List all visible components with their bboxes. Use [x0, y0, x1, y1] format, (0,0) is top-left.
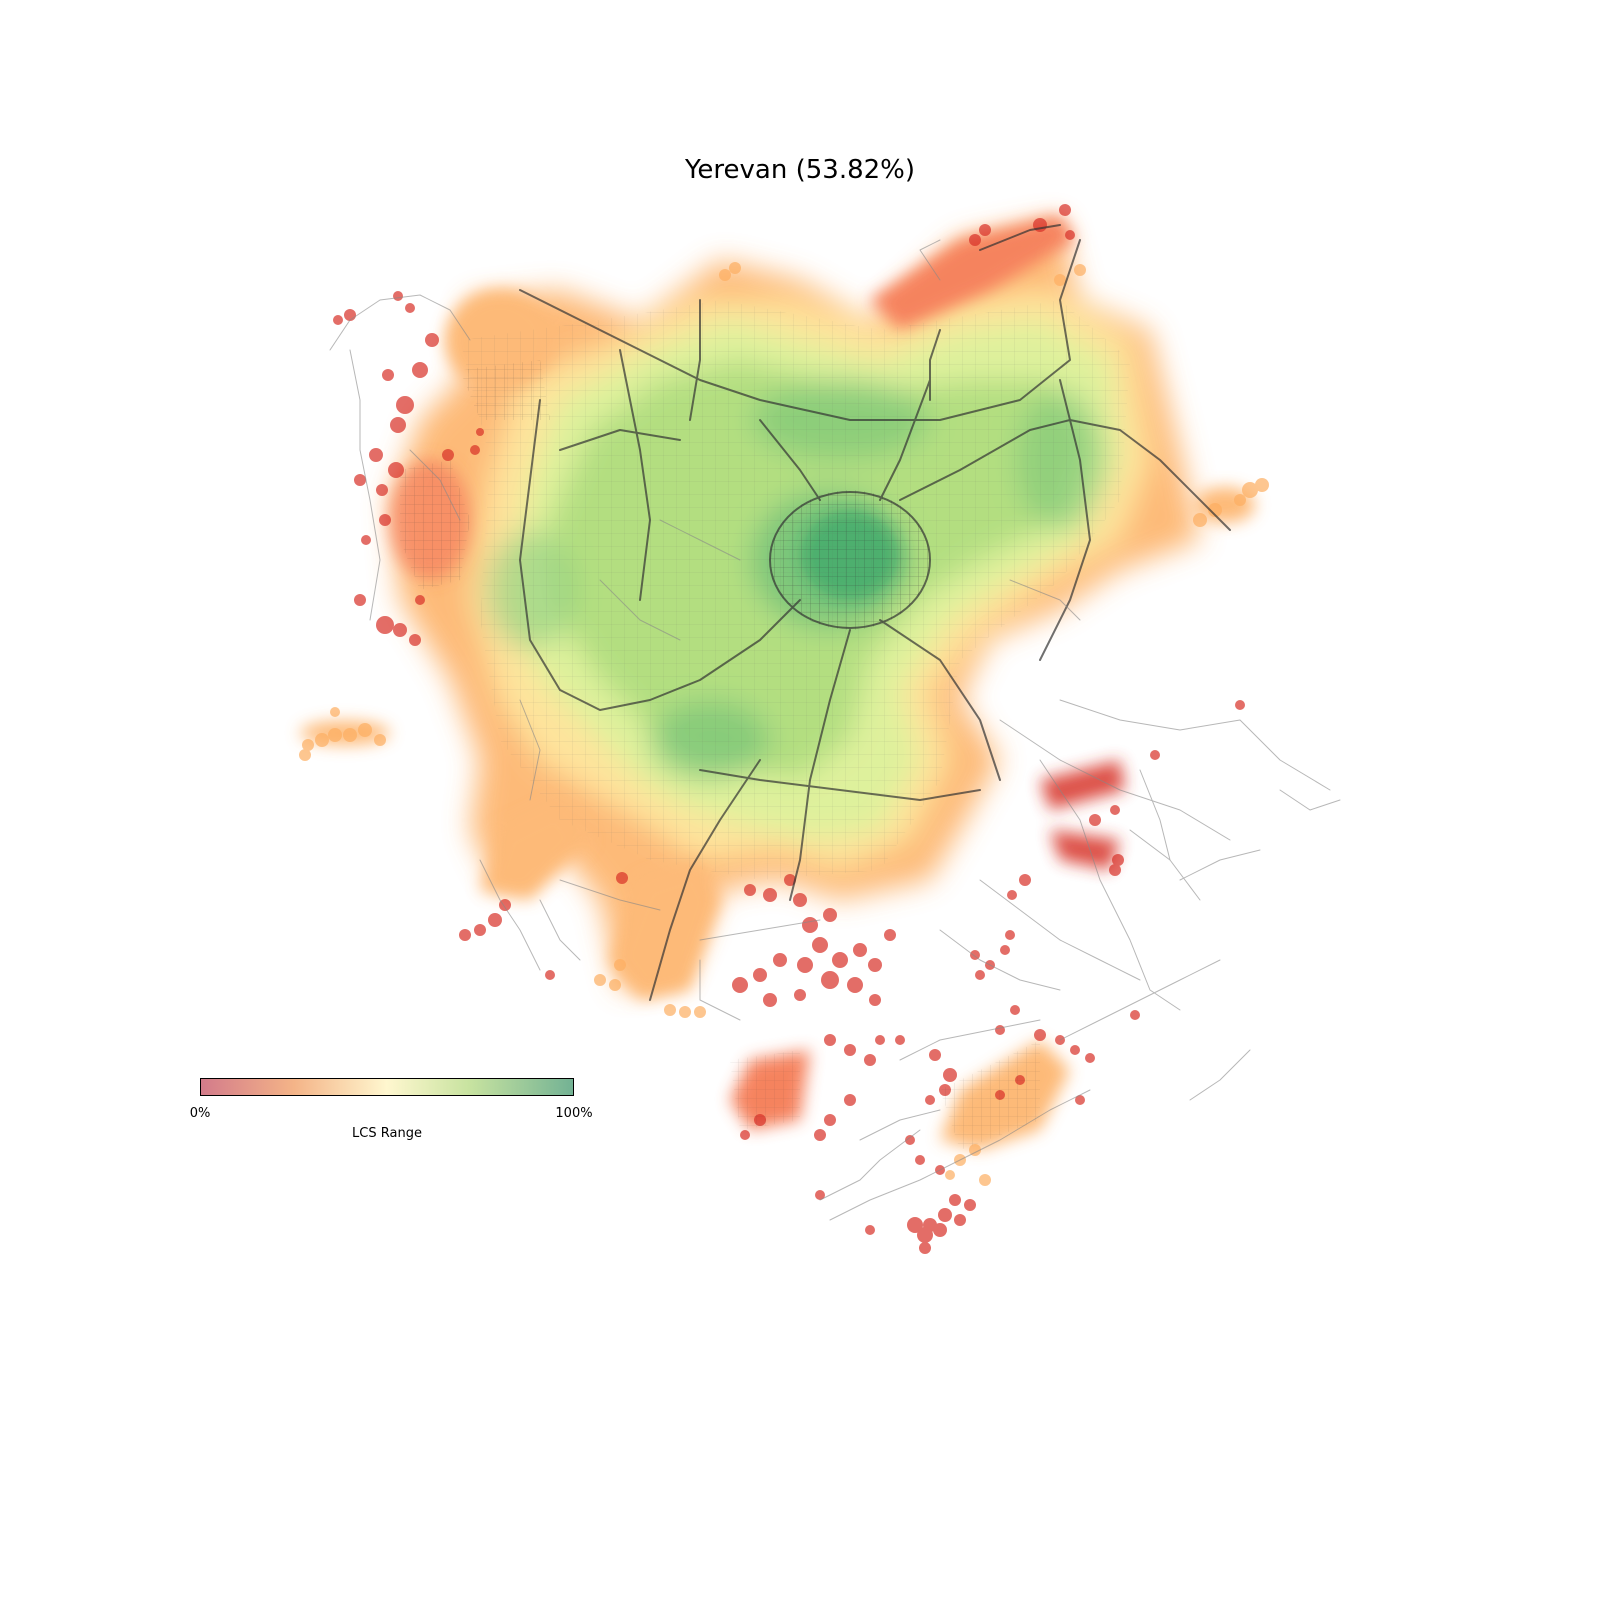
low-coverage-points	[333, 204, 1245, 1254]
colorbar-title: LCS Range	[352, 1126, 422, 1141]
colorbar-min-label: 0%	[189, 1106, 211, 1121]
colorbar-max-label: 100%	[555, 1106, 593, 1121]
map-title: Yerevan (53.82%)	[684, 155, 916, 185]
road-network	[329, 224, 1341, 1221]
colorbar	[200, 1078, 574, 1096]
